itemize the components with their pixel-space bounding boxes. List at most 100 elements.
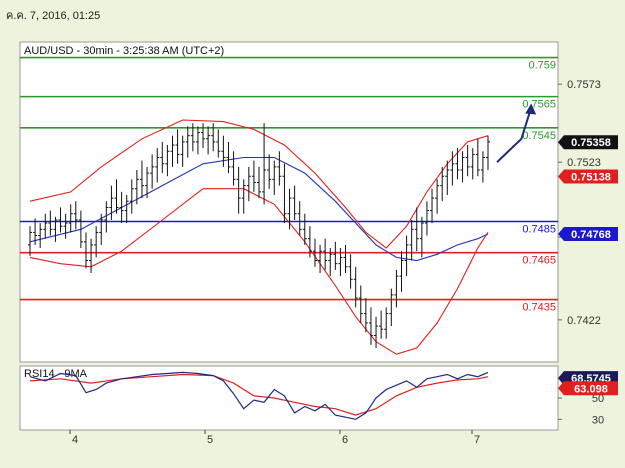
price-bar xyxy=(302,213,307,245)
price-bar xyxy=(53,216,58,242)
price-bar xyxy=(180,135,185,167)
price-bar xyxy=(73,201,78,230)
price-bar xyxy=(38,223,43,249)
price-bar xyxy=(450,151,455,186)
secondary-price-badge xyxy=(558,169,618,184)
price-bar xyxy=(104,201,109,233)
x-axis-label: 4 xyxy=(72,434,78,446)
price-bar xyxy=(206,126,211,155)
moving-average-line xyxy=(29,156,489,262)
x-axis-label: 5 xyxy=(207,434,213,446)
price-bar xyxy=(170,135,175,167)
price-bar xyxy=(221,135,226,167)
price-bar xyxy=(379,310,384,339)
price-bar xyxy=(267,154,272,189)
price-bar xyxy=(257,166,261,199)
price-bar xyxy=(145,166,150,199)
price-bar xyxy=(323,238,328,270)
price-bar xyxy=(139,160,144,199)
price-bar xyxy=(445,160,450,195)
price-panel xyxy=(19,41,559,363)
price-bar xyxy=(94,226,99,258)
resistance-3-label: 0.7545 xyxy=(522,130,556,142)
forecast-arrow-head xyxy=(525,103,537,115)
pivot-price-label: 0.74768 xyxy=(571,229,611,241)
price-bar xyxy=(338,248,343,277)
price-bar xyxy=(480,151,485,183)
price-bar xyxy=(114,179,119,214)
price-bar xyxy=(394,269,399,308)
price-bar xyxy=(68,204,73,233)
resistance-1-label: 0.759 xyxy=(528,60,556,72)
price-bar xyxy=(440,166,445,202)
price-bar xyxy=(409,219,414,261)
rsi-axis-label: 30 xyxy=(592,414,604,426)
price-bar xyxy=(272,160,277,195)
secondary-price-label: 0.75138 xyxy=(571,172,611,184)
price-bar xyxy=(414,207,419,252)
price-bar xyxy=(251,160,256,192)
price-bar xyxy=(109,185,114,220)
price-bar xyxy=(353,266,358,308)
price-axis-label: 0.7422 xyxy=(567,315,601,327)
price-bar xyxy=(292,185,297,220)
current-price-badge xyxy=(558,135,618,150)
rsi-ma-value-badge xyxy=(558,381,618,396)
price-bar xyxy=(455,148,460,180)
pivot-level-label: 0.7485 xyxy=(522,224,556,236)
price-bar xyxy=(358,285,363,323)
price-bar xyxy=(282,163,287,224)
price-bar xyxy=(343,244,348,274)
price-bar xyxy=(201,123,206,149)
price-bar xyxy=(216,129,221,158)
price-bar xyxy=(368,307,373,345)
current-price-label: 0.75358 xyxy=(571,137,611,149)
price-bar xyxy=(48,210,53,236)
price-bar xyxy=(460,151,465,183)
chart-title: AUD/USD - 30min - 3:25:38 AM (UTC+2) xyxy=(24,45,224,57)
bollinger-upper-band xyxy=(29,119,489,249)
price-bar xyxy=(404,235,409,277)
price-bar xyxy=(312,238,317,267)
price-bar xyxy=(195,126,200,155)
price-bar xyxy=(470,148,475,180)
price-bar xyxy=(246,166,251,202)
price-bar xyxy=(175,129,180,164)
support-2-label: 0.7435 xyxy=(522,302,556,314)
price-bar xyxy=(63,213,68,239)
price-bar xyxy=(241,179,246,214)
price-bar xyxy=(389,288,394,327)
price-bar xyxy=(328,248,333,277)
price-bar xyxy=(185,126,190,158)
price-bar xyxy=(231,151,236,186)
price-axis-label: 0.7523 xyxy=(567,157,601,169)
price-bar xyxy=(475,138,480,177)
price-bar xyxy=(435,179,440,214)
price-bar xyxy=(307,226,312,258)
price-bar xyxy=(134,170,139,205)
price-bar xyxy=(384,307,389,339)
price-bar xyxy=(190,123,195,152)
price-axis-label: 0.7573 xyxy=(567,79,601,91)
price-bar xyxy=(465,145,470,177)
price-bar xyxy=(99,213,104,245)
price-bar xyxy=(155,148,160,183)
price-bar xyxy=(160,141,165,174)
price-bar xyxy=(33,218,38,245)
support-1-label: 0.7465 xyxy=(522,255,556,267)
price-bar xyxy=(129,179,134,214)
rsi-line xyxy=(29,371,489,420)
price-bar xyxy=(399,251,404,292)
price-bar xyxy=(43,213,48,239)
rsi-label: RSI14 - 9MA xyxy=(24,368,88,380)
price-bar xyxy=(83,232,88,269)
pivot-price-badge xyxy=(558,227,618,241)
price-bar xyxy=(297,201,302,236)
x-axis-label: 7 xyxy=(474,434,480,446)
price-bar xyxy=(226,141,231,174)
price-bar xyxy=(348,254,353,289)
price-bar xyxy=(262,123,267,205)
price-bar xyxy=(318,244,323,274)
rsi-axis-label: 50 xyxy=(592,393,604,405)
